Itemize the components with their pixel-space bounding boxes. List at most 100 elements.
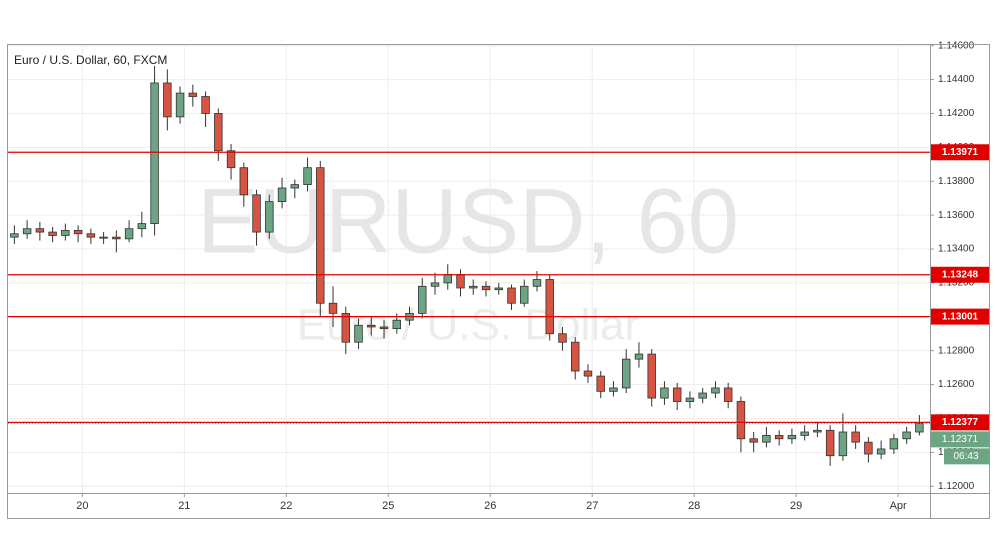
candle-body: [277, 187, 287, 202]
axes: 1.120001.122001.124001.126001.128001.130…: [76, 40, 989, 512]
x-tick-label: 21: [178, 500, 190, 512]
candle-body: [609, 387, 618, 392]
level-label-box: [931, 308, 989, 325]
candle-body: [685, 397, 695, 402]
candle-body: [825, 429, 835, 457]
candle-body: [10, 233, 19, 238]
chart-title: Euro / U.S. Dollar, 60, FXCM: [14, 53, 167, 67]
candle-body: [456, 274, 465, 289]
y-tick-label: 1.13200: [938, 278, 975, 289]
candle-body: [621, 358, 631, 389]
x-tick-label: 26: [484, 500, 496, 512]
candle-body: [86, 233, 96, 238]
y-tick-label: 1.12600: [938, 379, 975, 390]
candle-body: [532, 279, 542, 287]
candle-body: [596, 375, 605, 392]
candle-body: [469, 285, 478, 289]
y-tick-label: 1.12000: [938, 481, 975, 492]
candle-body: [647, 353, 656, 399]
y-tick-label: 1.14400: [938, 74, 975, 85]
x-tick-label: 28: [688, 500, 700, 512]
frame: [7, 44, 990, 519]
candle-body: [163, 82, 172, 118]
candle-body: [328, 302, 338, 314]
y-tick-label: 1.13400: [938, 244, 975, 255]
candle-body: [749, 438, 758, 443]
candle-body: [520, 285, 529, 304]
level-label: 1.13001: [942, 311, 979, 322]
y-tick-label: 1.13600: [938, 210, 975, 221]
candle-body: [73, 229, 83, 235]
y-tick-label: 1.14600: [938, 40, 975, 51]
candle-body: [316, 167, 325, 304]
candle-body: [124, 228, 134, 240]
x-tick-label: 29: [790, 500, 802, 512]
x-tick-label: 25: [382, 500, 394, 512]
level-label-box: [931, 144, 989, 161]
candle-body: [341, 312, 351, 343]
last-price-label: 1.12371: [942, 434, 979, 445]
candle-body: [418, 285, 427, 314]
candle-body: [48, 231, 57, 236]
candle-body: [902, 431, 911, 440]
candle-body: [698, 392, 707, 399]
watermark-subtitle: Euro / U.S. Dollar: [297, 301, 639, 350]
candle-body: [800, 431, 809, 436]
level-label-box: [931, 266, 989, 283]
countdown-box: [944, 448, 989, 465]
candle-body: [558, 333, 567, 343]
candle-body: [214, 113, 223, 152]
last-price-box: [931, 431, 989, 448]
candle-body: [150, 82, 159, 224]
candle-body: [507, 287, 516, 304]
countdown-label: 06:43: [953, 451, 978, 462]
y-tick-label: 1.14200: [938, 108, 975, 119]
candle-body: [864, 441, 873, 455]
candle-body: [367, 324, 376, 328]
candle-body: [787, 434, 797, 440]
candle-body: [736, 401, 746, 440]
x-tick-label: Apr: [890, 500, 907, 512]
candle-body: [430, 282, 440, 287]
candle-body: [22, 228, 32, 235]
watermark: EURUSD, 60: [197, 170, 739, 272]
candle-body: [443, 274, 452, 284]
candle-body: [379, 326, 389, 330]
candle-body: [290, 184, 300, 189]
candle-body: [35, 228, 45, 233]
candle-body: [915, 423, 924, 433]
candle-body: [876, 448, 886, 455]
y-tick-label: 1.12800: [938, 345, 975, 356]
candle-body: [762, 434, 771, 443]
plot-area: [8, 66, 930, 466]
candle-body: [570, 341, 580, 372]
level-label: 1.13971: [942, 147, 979, 158]
candle-body: [99, 236, 108, 239]
candle-body: [545, 279, 554, 335]
candle-body: [265, 201, 274, 233]
candle-body: [813, 429, 822, 433]
candle-body: [672, 387, 682, 402]
level-label: 1.12377: [942, 417, 979, 428]
candle-body: [112, 236, 121, 240]
x-tick-label: 27: [586, 500, 598, 512]
candle-body: [889, 438, 899, 450]
candle-body: [188, 92, 198, 97]
candle-body: [583, 370, 593, 377]
candle-body: [252, 194, 261, 233]
candle-body: [175, 92, 185, 118]
candle-body: [392, 319, 401, 330]
candle-body: [711, 387, 720, 394]
candle-body: [851, 431, 860, 443]
candle-body: [723, 387, 733, 402]
x-tick-label: 20: [76, 500, 88, 512]
level-label-box: [931, 414, 989, 431]
candle-body: [494, 287, 503, 291]
candle-body: [61, 229, 70, 236]
candle-body: [838, 431, 848, 457]
candle-body: [481, 285, 491, 291]
candle-body: [660, 387, 669, 399]
candle-body: [303, 167, 312, 186]
